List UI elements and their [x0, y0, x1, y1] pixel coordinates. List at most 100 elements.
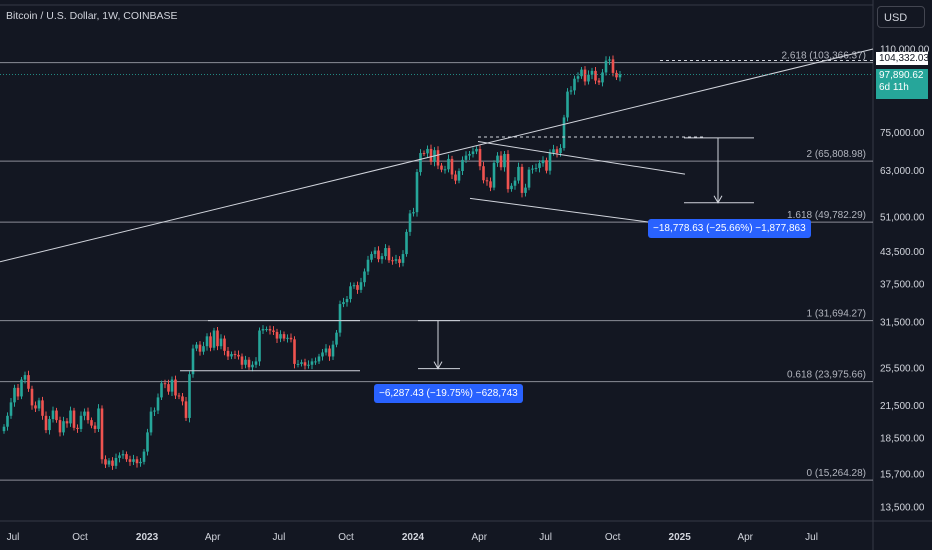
candle-body	[13, 387, 16, 403]
candle-body	[464, 155, 468, 160]
candle-body	[604, 60, 608, 73]
candle-body	[233, 354, 237, 356]
candle-body	[20, 379, 23, 397]
candle-body	[503, 154, 506, 168]
candle-body	[548, 152, 552, 171]
candle-body	[205, 336, 209, 347]
candle-body	[265, 329, 268, 331]
candle-body	[307, 364, 310, 366]
candle-body	[195, 344, 198, 349]
candle-body	[387, 248, 391, 261]
candle-body	[97, 408, 100, 429]
candle-body	[226, 350, 230, 357]
candle-body	[447, 158, 450, 170]
candle-body	[149, 411, 153, 433]
candle-body	[100, 408, 104, 460]
candle-body	[300, 362, 303, 364]
candle-body	[384, 248, 387, 257]
fib-level-label: 1.618 (49,782.29)	[787, 210, 866, 221]
candle-body	[510, 185, 513, 190]
candle-body	[79, 415, 83, 429]
candle-body	[16, 387, 20, 397]
candle-body	[251, 364, 254, 368]
candle-body	[538, 163, 541, 168]
candle-body	[618, 74, 622, 78]
candle-body	[237, 354, 240, 357]
candle-body	[72, 410, 76, 428]
candle-body	[597, 80, 601, 83]
candle-body	[489, 181, 492, 188]
candle-body	[492, 162, 496, 188]
time-axis-label: 2023	[136, 532, 159, 543]
candle-body	[223, 338, 226, 351]
price-axis-label: 75,000.00	[880, 128, 925, 139]
candle-body	[534, 167, 538, 169]
price-axis-label: 21,500.00	[880, 401, 925, 412]
candle-body	[9, 402, 13, 416]
candle-body	[275, 331, 279, 339]
candle-body	[219, 338, 223, 347]
measure-label-1[interactable]: −18,778.63 (−25.66%) −1,877,863	[648, 219, 811, 238]
candle-body	[209, 336, 212, 348]
candle-body	[160, 383, 163, 398]
candle-body	[412, 212, 415, 214]
price-axis-label: 51,000.00	[880, 212, 925, 223]
price-axis-label: 37,500.00	[880, 279, 925, 290]
candle-body	[328, 348, 331, 357]
candle-body	[436, 150, 440, 166]
candle-body	[230, 354, 233, 357]
time-axis-label: Apr	[737, 532, 753, 543]
candle-body	[475, 148, 478, 152]
candle-body	[293, 339, 296, 364]
candle-body	[244, 359, 247, 365]
measure-label-2[interactable]: −6,287.43 (−19.75%) −628,743	[374, 384, 523, 403]
price-axis-label: 13,500.00	[880, 503, 925, 514]
candle-body	[30, 388, 34, 406]
candle-body	[296, 363, 300, 365]
time-axis-label: Oct	[72, 532, 88, 543]
candle-body	[440, 165, 443, 170]
price-axis-label: 18,500.00	[880, 434, 925, 445]
trendline	[0, 48, 874, 263]
candle-body	[559, 147, 562, 154]
candle-body	[531, 168, 534, 170]
candle-body	[419, 153, 422, 173]
candle-body	[121, 454, 125, 456]
candle-body	[342, 302, 345, 305]
candle-body	[289, 337, 293, 340]
candle-body	[520, 166, 524, 193]
candle-body	[468, 154, 471, 156]
candle-body	[408, 213, 412, 232]
currency-selector[interactable]: USD	[877, 6, 925, 28]
candle-body	[216, 330, 219, 347]
candle-body	[478, 148, 482, 167]
candle-body	[247, 359, 251, 368]
candle-body	[590, 70, 594, 75]
candle-body	[240, 356, 244, 365]
candle-body	[377, 250, 380, 260]
candle-body	[261, 329, 265, 331]
fib-level-label: 0 (15,264.28)	[807, 468, 867, 479]
candle-body	[349, 286, 352, 300]
candle-body	[279, 334, 282, 339]
candle-body	[198, 344, 202, 352]
candle-body	[2, 426, 6, 432]
candle-body	[132, 459, 135, 462]
candle-body	[615, 72, 618, 78]
candle-body	[594, 70, 597, 81]
candle-body	[338, 304, 342, 333]
candle-body	[111, 460, 114, 466]
candle-body	[352, 285, 356, 287]
candle-body	[167, 384, 170, 392]
time-axis-label: Jul	[805, 532, 818, 543]
candle-body	[608, 59, 611, 61]
candle-body	[321, 352, 324, 357]
price-axis-label: 43,500.00	[880, 247, 925, 258]
candle-body	[104, 459, 107, 465]
candle-body	[541, 160, 545, 164]
candle-body	[170, 379, 174, 392]
candle-body	[366, 259, 370, 272]
time-axis-label: Oct	[338, 532, 354, 543]
candle-body	[282, 334, 286, 339]
